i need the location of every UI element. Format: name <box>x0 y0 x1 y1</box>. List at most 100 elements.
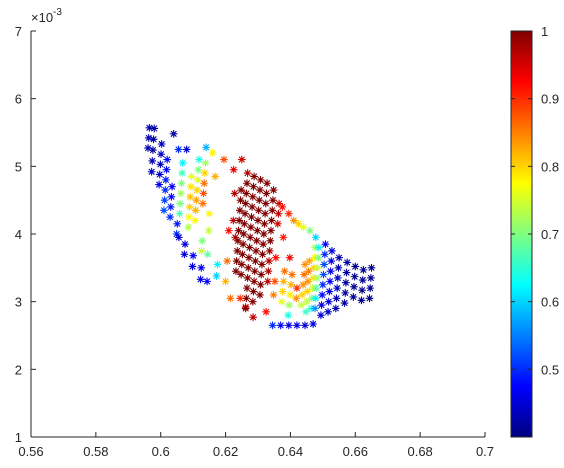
data-point <box>162 165 171 174</box>
data-point <box>268 206 277 215</box>
data-point <box>161 175 170 184</box>
x-tick-label: 0.56 <box>18 444 43 459</box>
data-point <box>267 216 276 225</box>
y-axis-exponent: ×10 -3 <box>31 7 62 25</box>
data-point <box>341 278 350 287</box>
data-point <box>197 263 206 272</box>
data-point <box>237 155 246 164</box>
data-point <box>253 226 262 235</box>
data-point <box>302 307 310 316</box>
data-point <box>252 246 261 255</box>
colorbar-tick-label: 0.9 <box>541 92 559 107</box>
data-point <box>263 277 272 286</box>
data-point <box>255 196 264 205</box>
data-point <box>186 192 195 201</box>
data-point <box>314 253 323 262</box>
data-point <box>292 284 301 293</box>
colorbar: 0.5 0.6 0.7 0.8 0.9 1 <box>510 24 559 438</box>
y-tick-label: 4 <box>15 227 22 242</box>
data-point <box>247 213 256 222</box>
data-point <box>279 277 288 286</box>
data-point <box>181 240 189 249</box>
data-point <box>249 182 258 191</box>
data-point <box>276 321 285 330</box>
data-point <box>250 277 259 286</box>
data-point <box>350 272 359 281</box>
x-tick-label: 0.62 <box>213 444 238 459</box>
data-point <box>315 243 323 252</box>
data-point <box>236 196 245 205</box>
data-point <box>270 277 279 286</box>
data-point <box>357 296 366 305</box>
data-point <box>242 294 251 303</box>
data-point <box>239 230 248 238</box>
data-point <box>169 129 178 138</box>
data-point <box>333 284 342 293</box>
y-tick-label: 5 <box>15 159 22 174</box>
data-point <box>299 280 308 289</box>
data-point <box>311 294 320 303</box>
data-point <box>300 270 308 279</box>
data-point <box>212 272 221 280</box>
y-tick-label: 2 <box>15 362 22 377</box>
data-point <box>191 206 200 215</box>
data-point <box>309 320 318 328</box>
data-point <box>312 284 321 293</box>
data-point <box>193 175 202 184</box>
data-point <box>350 282 358 291</box>
data-point <box>299 223 308 232</box>
data-point <box>237 270 246 279</box>
data-point <box>257 270 266 279</box>
data-point <box>239 240 248 249</box>
data-point <box>289 216 298 225</box>
data-point <box>202 143 211 152</box>
data-point <box>335 253 344 262</box>
data-point <box>237 186 246 194</box>
data-point <box>203 250 212 259</box>
data-point <box>235 216 244 225</box>
data-point <box>252 236 261 245</box>
data-points <box>144 123 376 330</box>
data-point <box>326 267 335 276</box>
data-point <box>233 236 242 245</box>
data-point <box>325 287 334 296</box>
data-point <box>256 280 265 289</box>
y-axis-ticks: 1 2 3 4 5 6 7 <box>15 24 36 445</box>
data-point <box>341 288 350 297</box>
data-point <box>333 274 342 282</box>
data-point <box>318 280 327 289</box>
data-point <box>243 274 252 282</box>
data-point <box>343 258 352 267</box>
data-point <box>231 233 240 242</box>
data-point <box>145 123 154 132</box>
data-point <box>223 257 232 266</box>
data-point <box>233 246 242 255</box>
data-point <box>249 287 258 296</box>
data-point <box>254 206 263 215</box>
data-point <box>198 199 207 208</box>
data-point <box>175 209 184 218</box>
x-tick-label: 0.6 <box>152 444 170 459</box>
data-point <box>320 260 329 269</box>
data-point <box>332 294 341 303</box>
data-point <box>203 277 212 286</box>
data-point <box>232 257 241 266</box>
data-point <box>178 169 187 178</box>
data-point <box>260 219 269 228</box>
data-point <box>188 262 197 271</box>
data-point <box>311 233 320 242</box>
data-point <box>261 199 270 208</box>
data-point <box>168 182 177 191</box>
data-point <box>311 304 320 313</box>
y-tick-label: 6 <box>15 92 22 107</box>
data-point <box>351 262 360 271</box>
data-point <box>195 155 203 164</box>
data-point <box>284 311 293 320</box>
data-point <box>246 223 255 232</box>
data-point <box>262 189 271 198</box>
data-point <box>264 267 273 276</box>
data-point <box>235 206 244 215</box>
data-point <box>305 226 314 235</box>
data-point <box>243 169 252 178</box>
